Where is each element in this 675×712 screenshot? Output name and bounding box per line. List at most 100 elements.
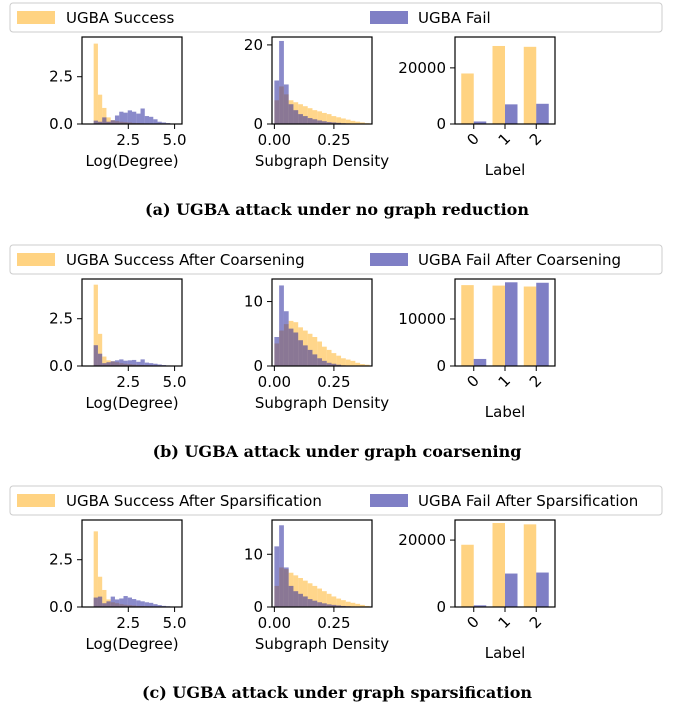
- bar-success-0: [461, 544, 474, 607]
- subplot-log-degree: 2.5 5.0 0.0 2.5 Log(Degree): [49, 36, 187, 170]
- hist-bar-success: [317, 341, 322, 366]
- hist-bar-success: [97, 94, 103, 124]
- bar-fail-1: [505, 573, 518, 607]
- y-tick-label: 10: [244, 545, 263, 563]
- hist-bar-success: [341, 358, 346, 366]
- hist-bar-fail: [123, 112, 128, 124]
- y-tick-label: 2.5: [49, 68, 73, 86]
- legend-swatch-fail: [370, 494, 408, 507]
- hist-bar-fail: [110, 120, 115, 124]
- panel-a: UGBA Success UGBA Fail 2.5 5.0 0.0 2.5 Log(Deg…: [9, 2, 663, 219]
- hist-bar-success: [360, 364, 365, 366]
- x-tick-label: 5.0: [163, 614, 187, 632]
- legend-swatch-success: [17, 11, 55, 24]
- bar-success-2: [523, 286, 537, 366]
- y-tick-label: 0: [253, 598, 263, 616]
- y-tick-label: 2.5: [49, 310, 73, 328]
- y-tick-label: 2.5: [49, 551, 73, 569]
- x-tick-label: 2: [526, 372, 545, 391]
- x-tick-label: 5.0: [163, 373, 187, 391]
- hist-bar-success: [312, 337, 318, 366]
- hist-bar-success: [336, 598, 342, 607]
- hist-bar-fail: [140, 359, 145, 366]
- x-axis-label: Log(Degree): [85, 394, 178, 412]
- hist-bar-success: [93, 43, 98, 124]
- x-axis-label: Subgraph Density: [255, 635, 389, 653]
- x-tick-label: 0: [463, 130, 482, 149]
- bar-fail-0: [473, 605, 487, 607]
- hist-bar-success: [97, 333, 103, 366]
- hist-bar-success: [350, 120, 356, 124]
- hist-bar-fail: [97, 353, 103, 366]
- hist-bar-success: [106, 117, 111, 124]
- hist-bar-success: [93, 531, 98, 607]
- hist-bar-fail: [331, 363, 337, 366]
- x-axis-label: Label: [485, 403, 525, 421]
- hist-bar-fail: [274, 546, 280, 607]
- legend-label-success: UGBA Success After Coarsening: [66, 251, 305, 269]
- legend: UGBA Success After Sparsification UGBA Fa…: [9, 485, 663, 516]
- legend: UGBA Success After Coarsening UGBA Fail A…: [9, 244, 663, 275]
- x-tick-label: 0: [463, 372, 482, 391]
- axes-frame: [454, 278, 556, 367]
- hist-bar-fail: [302, 345, 308, 366]
- hist-bar-fail: [127, 597, 132, 607]
- x-tick-label: 1: [495, 613, 514, 632]
- hist-bar-fail: [106, 362, 111, 366]
- hist-bar-fail: [123, 596, 128, 607]
- bar-success-0: [461, 73, 474, 124]
- hist-bar-fail: [312, 354, 318, 366]
- hist-bar-fail: [283, 84, 289, 124]
- legend-label-fail: UGBA Fail After Coarsening: [418, 251, 621, 269]
- bar-success-1: [492, 285, 505, 366]
- hist-bar-fail: [136, 361, 141, 366]
- hist-bar-success: [322, 112, 327, 124]
- legend-swatch-fail: [370, 253, 408, 266]
- hist-bar-success: [307, 108, 313, 124]
- legend-swatch-success: [17, 253, 55, 266]
- hist-bar-success: [298, 578, 303, 607]
- hist-bar-fail: [336, 364, 342, 366]
- y-tick-label: 20000: [398, 59, 446, 77]
- legend-label-fail: UGBA Fail: [418, 9, 491, 27]
- panel-caption: (c) UGBA attack under graph sparsificati…: [142, 683, 532, 702]
- subplot-subgraph-density: 0.00 0.25 0 20 Subgraph Density: [244, 36, 389, 170]
- hist-bar-fail: [302, 596, 308, 607]
- bar-fail-1: [505, 104, 518, 124]
- hist-bar-fail: [288, 585, 294, 607]
- hist-bar-fail: [288, 104, 294, 124]
- hist-bar-success: [341, 118, 346, 124]
- hist-bar-success: [298, 104, 303, 124]
- hist-bar-fail: [157, 364, 162, 366]
- hist-bar-fail: [298, 340, 303, 366]
- hist-bar-fail: [298, 593, 303, 607]
- hist-bar-fail: [149, 363, 154, 366]
- hist-bar-success: [336, 117, 342, 124]
- x-tick-label: 0: [463, 613, 482, 632]
- hist-bar-success: [355, 603, 361, 607]
- hist-bar-success: [102, 107, 107, 124]
- legend-label-fail: UGBA Fail After Sparsification: [418, 492, 638, 510]
- hist-bar-success: [350, 602, 356, 607]
- hist-bar-fail: [307, 349, 313, 366]
- x-tick-label: 2.5: [116, 614, 140, 632]
- hist-bar-success: [360, 122, 365, 124]
- axes-frame: [81, 278, 183, 367]
- x-tick-label: 0.25: [317, 614, 350, 632]
- hist-bar-fail: [132, 111, 137, 124]
- hist-bar-success: [345, 119, 351, 124]
- x-axis-label: Subgraph Density: [255, 394, 389, 412]
- x-tick-label: 2.5: [116, 131, 140, 149]
- hist-bar-fail: [110, 361, 115, 366]
- x-tick-label: 0.00: [258, 614, 291, 632]
- hist-bar-success: [312, 585, 318, 607]
- legend-label-success: UGBA Success: [66, 9, 174, 27]
- hist-bar-success: [331, 353, 337, 366]
- hist-bar-success: [326, 349, 332, 366]
- hist-bar-fail: [97, 596, 103, 607]
- hist-bar-fail: [326, 122, 332, 124]
- hist-bar-fail: [279, 285, 284, 366]
- axes-frame: [81, 36, 183, 125]
- hist-bar-success: [331, 596, 337, 607]
